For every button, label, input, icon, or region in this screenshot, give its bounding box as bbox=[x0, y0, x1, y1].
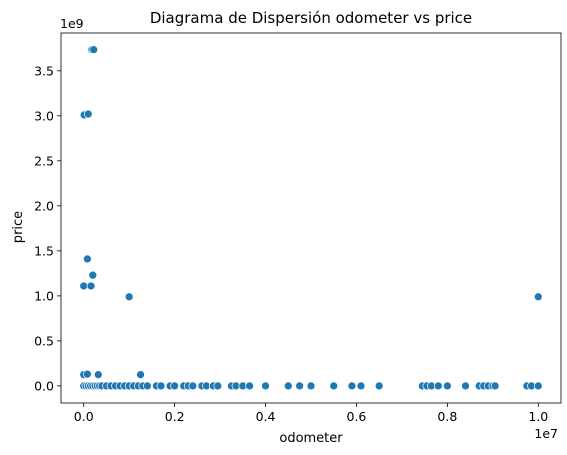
x-tick-label: 0.4 bbox=[256, 409, 276, 424]
ticks-layer: 0.0 0.2 0.4 0.6 0.8 1.0 0.0 0.5 1.0 1.5 2.0 2.5 3.0 3… bbox=[34, 63, 548, 424]
data-point bbox=[306, 381, 316, 391]
data-point bbox=[283, 381, 293, 391]
y-tick-label: 0.0 bbox=[34, 378, 54, 393]
data-point bbox=[533, 381, 543, 391]
data-point bbox=[170, 381, 179, 391]
y-tick-label: 1.5 bbox=[34, 243, 54, 258]
y-tick-label: 2.0 bbox=[34, 198, 54, 213]
data-point bbox=[213, 381, 223, 391]
data-point bbox=[245, 381, 254, 391]
data-point bbox=[156, 381, 166, 391]
data-point bbox=[83, 109, 93, 119]
data-point bbox=[533, 292, 543, 302]
data-point bbox=[89, 45, 99, 55]
x-tick-label: 0.0 bbox=[74, 409, 94, 424]
data-point bbox=[86, 281, 96, 291]
data-point bbox=[295, 381, 304, 391]
data-point bbox=[136, 370, 145, 379]
data-point bbox=[374, 381, 384, 391]
y-axis-label: price bbox=[11, 211, 26, 243]
data-point bbox=[347, 381, 357, 391]
y-offset-label: 1e9 bbox=[60, 16, 84, 31]
y-tick-label: 3.0 bbox=[34, 108, 54, 123]
data-point bbox=[83, 254, 92, 264]
data-point bbox=[433, 381, 443, 391]
chart-title: Diagrama de Dispersión odometer vs price bbox=[150, 9, 472, 27]
x-offset-label: 1e7 bbox=[534, 426, 558, 441]
x-tick-label: 0.2 bbox=[165, 409, 185, 424]
data-point bbox=[83, 369, 92, 379]
data-point bbox=[461, 381, 470, 391]
data-point bbox=[79, 281, 89, 291]
y-tick-label: 1.0 bbox=[34, 288, 54, 303]
data-point bbox=[329, 381, 339, 391]
y-tick-label: 0.5 bbox=[34, 333, 54, 348]
x-tick-label: 0.8 bbox=[437, 409, 457, 424]
x-tick-label: 0.6 bbox=[347, 409, 367, 424]
data-point bbox=[188, 381, 198, 391]
data-point bbox=[443, 381, 452, 391]
x-tick-label: 1.0 bbox=[528, 409, 548, 424]
data-point bbox=[88, 270, 98, 280]
data-point bbox=[143, 381, 152, 391]
data-point bbox=[93, 370, 103, 379]
y-tick-label: 3.5 bbox=[34, 63, 54, 78]
data-point bbox=[356, 381, 366, 391]
x-axis-label: odometer bbox=[279, 431, 343, 446]
y-tick-label: 2.5 bbox=[34, 153, 54, 168]
points-layer bbox=[79, 45, 543, 391]
data-point bbox=[261, 381, 270, 391]
data-point bbox=[124, 292, 134, 302]
plot-frame bbox=[60, 32, 562, 404]
data-point bbox=[490, 381, 500, 391]
